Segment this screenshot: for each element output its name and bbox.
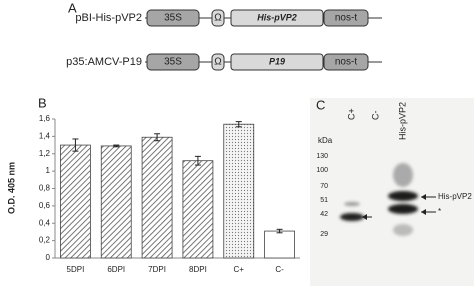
lane-label: C+ <box>346 108 356 120</box>
blot-panel <box>310 98 474 286</box>
marker-label: 100 <box>316 167 328 174</box>
element-label: His-pVP2 <box>257 12 297 22</box>
panel-label: A <box>68 0 77 15</box>
element-box <box>146 53 200 71</box>
construct-name: pBI-His-pVP2 <box>75 12 142 24</box>
arrow-label: * <box>438 207 441 216</box>
marker-label: 51 <box>320 197 328 204</box>
x-tick-label: 5DPI <box>67 265 85 274</box>
arrow-head <box>421 209 426 215</box>
element-box <box>146 9 200 27</box>
constructs: pBI-His-pVP2 35S Ω His-pVP2 nos-t p35:AMCV-P1… <box>66 9 382 71</box>
lane-label: His-pVP2 <box>397 102 407 140</box>
bar <box>60 144 91 259</box>
y-axis-label: O.D. 405 nm <box>6 162 16 214</box>
x-tick-label: 6DPI <box>107 265 125 274</box>
element-box <box>230 53 324 71</box>
x-tick-label: 7DPI <box>148 265 166 274</box>
y-tick-label: 1,4 <box>39 131 51 140</box>
y-tick-label: 1,6 <box>39 114 51 123</box>
x-tick-label: C+ <box>234 265 245 274</box>
y-tick-label: 0 <box>46 253 51 262</box>
element-label: P19 <box>269 56 285 66</box>
marker-label: 29 <box>320 231 328 238</box>
element-box <box>211 9 225 27</box>
element-label: nos-t <box>335 13 357 24</box>
element-box <box>323 53 369 71</box>
blot-labels: C+ C- His-pVP2 kDa 130 100 70 51 42 29 His-pVP2 * <box>316 102 472 238</box>
marker-label: 130 <box>316 153 328 160</box>
element-box <box>230 9 324 27</box>
construct-name: p35:AMCV-P19 <box>66 56 142 68</box>
element-label: nos-t <box>335 57 357 68</box>
y-tick-label: 0,8 <box>39 184 51 193</box>
y-tick-label: 1 <box>46 166 51 175</box>
bar <box>223 123 255 259</box>
marker-label: 70 <box>320 183 328 190</box>
arrow-head <box>362 214 367 220</box>
element-label: 35S <box>164 13 182 24</box>
bar <box>182 160 214 259</box>
element-box <box>323 9 369 27</box>
bar <box>100 145 132 259</box>
y-tick-label: 1,2 <box>39 149 51 158</box>
panel-label: C <box>316 97 325 112</box>
bar <box>141 136 173 259</box>
element-label: Ω <box>214 57 222 68</box>
arrow-label: His-pVP2 <box>438 192 472 201</box>
element-label: 35S <box>164 57 182 68</box>
marker-label: 42 <box>320 211 328 218</box>
arrow-head <box>421 194 426 200</box>
x-tick-label: C- <box>275 265 284 274</box>
panel-label: B <box>38 95 47 110</box>
element-box <box>211 53 225 71</box>
bar <box>264 230 295 259</box>
y-tick-label: 0,4 <box>39 218 51 227</box>
unit-label: kDa <box>318 136 333 145</box>
bar-chart: 0 0,2 0,4 0,6 0,8 1 1,2 1,4 1,6 5DPI 6DPI 7DPI 8DPI C… <box>39 114 300 274</box>
x-tick-label: 8DPI <box>189 265 207 274</box>
element-label: Ω <box>214 13 222 24</box>
y-tick-label: 0,2 <box>39 236 51 245</box>
lane-label: C- <box>370 111 380 121</box>
blot-bands <box>340 163 418 236</box>
y-tick-label: 0,6 <box>39 201 51 210</box>
